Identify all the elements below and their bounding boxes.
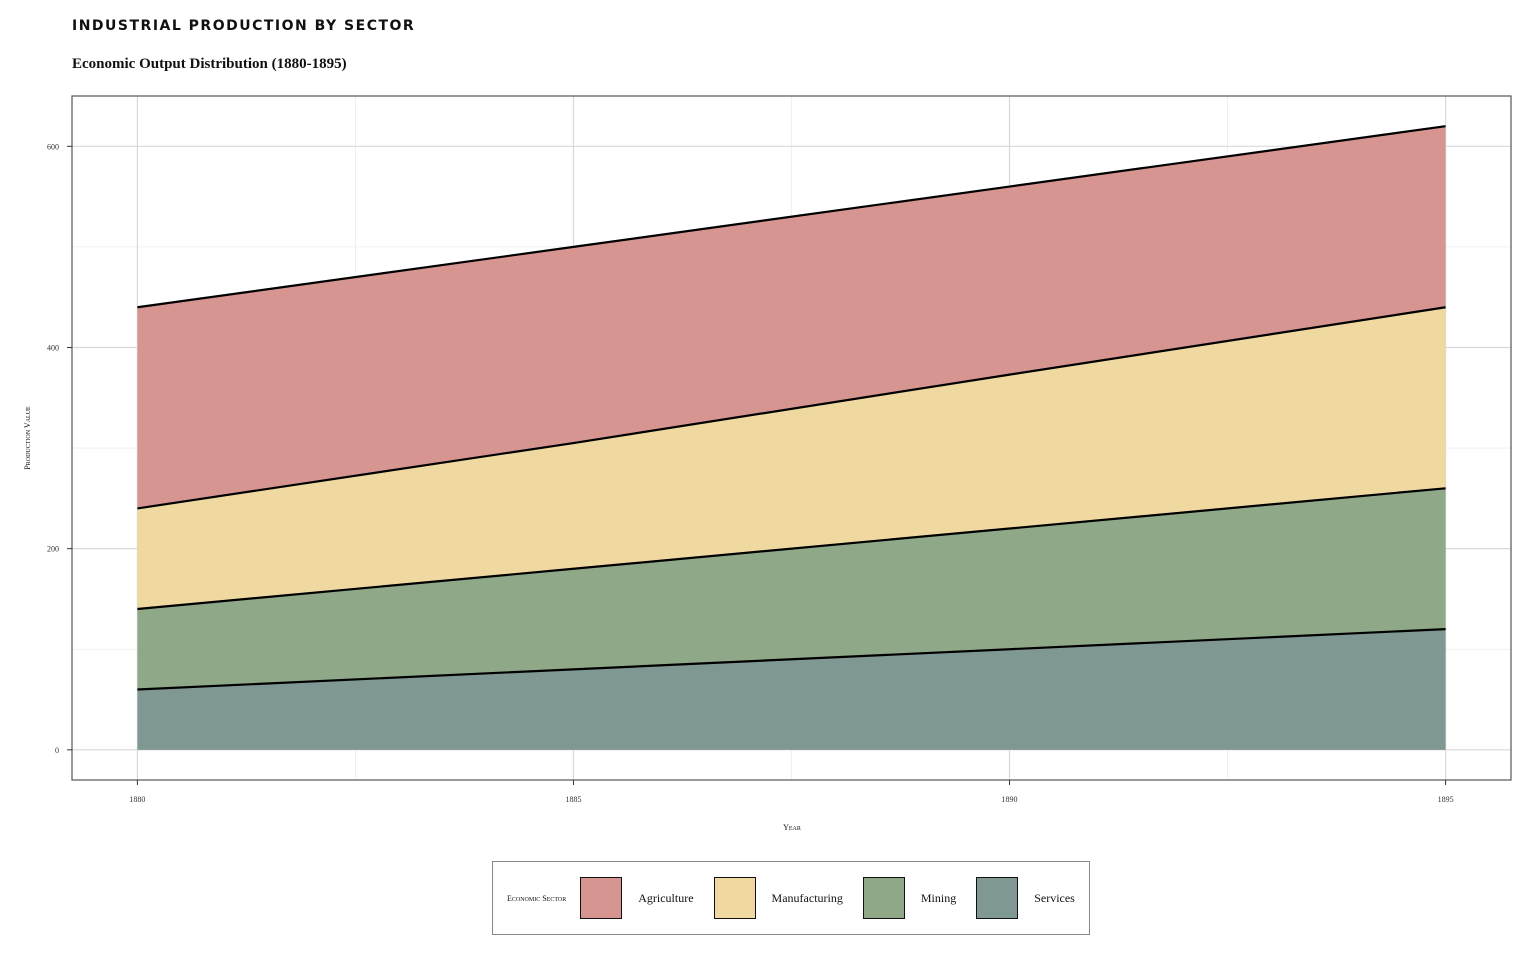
legend-label-agriculture: Agriculture <box>638 890 694 905</box>
legend-swatch-manufacturing <box>713 877 756 919</box>
chart-title: INDUSTRIAL PRODUCTION BY SECTOR <box>72 18 416 34</box>
x-tick-label: 1895 <box>1438 795 1454 804</box>
legend-title: Economic Sector <box>507 893 567 903</box>
x-tick-label: 1880 <box>129 795 145 804</box>
legend-swatch-services <box>976 877 1019 919</box>
x-tick-label: 1885 <box>565 795 581 804</box>
legend-item-mining: Mining <box>862 877 957 919</box>
legend-label-mining: Mining <box>920 890 957 905</box>
area-chart: 1880 1885 1890 1895 0 200 400 600 Year Producti… <box>23 95 1512 832</box>
plot-panel <box>71 95 1512 781</box>
area-mining <box>137 488 1446 690</box>
legend-swatch-mining <box>862 877 905 919</box>
y-tick-label: 0 <box>55 746 59 755</box>
area-services <box>137 629 1446 750</box>
line-mining <box>137 487 1446 611</box>
legend-item-agriculture: Agriculture <box>580 877 694 919</box>
legend-swatch-agriculture <box>580 877 623 919</box>
area-manufacturing <box>137 307 1446 609</box>
x-tick-label: 1890 <box>1002 795 1018 804</box>
line-agriculture <box>137 125 1446 309</box>
x-axis-title: Year <box>783 823 801 832</box>
y-axis-title: Production Value <box>23 406 32 470</box>
line-manufacturing <box>137 306 1446 510</box>
y-tick-label: 400 <box>47 343 59 352</box>
area-series <box>137 126 1446 750</box>
legend-item-services: Services <box>976 877 1075 919</box>
line-services <box>137 628 1446 691</box>
legend-item-manufacturing: Manufacturing <box>713 877 843 919</box>
series-lines <box>137 125 1446 691</box>
y-tick-label: 600 <box>47 142 59 151</box>
legend-label-services: Services <box>1034 890 1075 905</box>
axes: 1880 1885 1890 1895 0 200 400 600 <box>47 142 1454 804</box>
y-tick-label: 200 <box>47 545 59 554</box>
legend: Economic Sector Agriculture Manufacturin… <box>492 861 1090 935</box>
chart-subtitle: Economic Output Distribution (1880-1895) <box>72 56 347 72</box>
legend-label-manufacturing: Manufacturing <box>771 890 843 905</box>
area-agriculture <box>137 126 1446 509</box>
